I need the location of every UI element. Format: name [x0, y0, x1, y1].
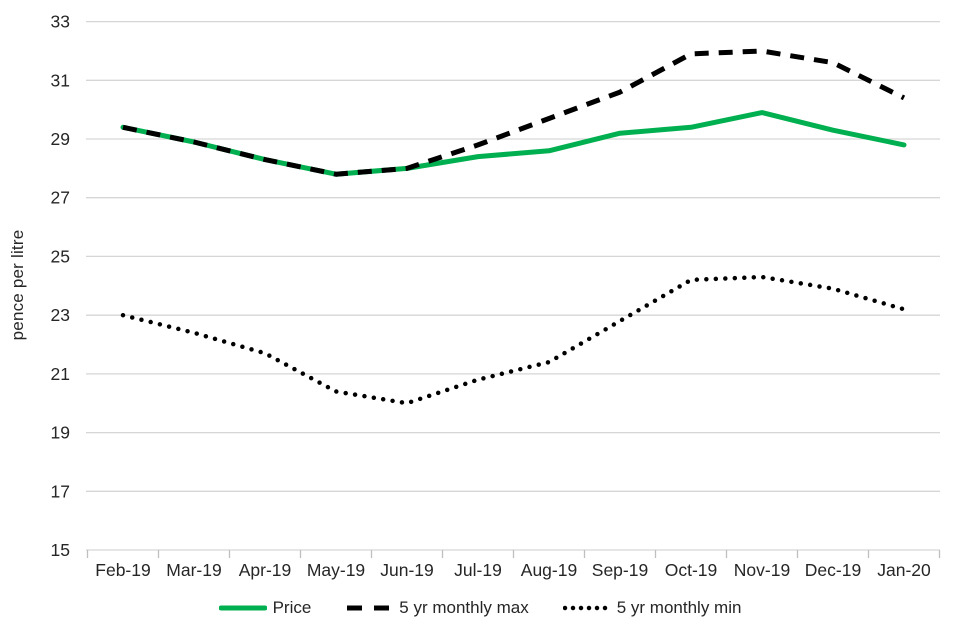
legend-min-swatch	[562, 605, 611, 611]
y-tick-label: 17	[51, 481, 70, 501]
y-tick-label: 33	[51, 12, 70, 32]
legend-item-min: 5 yr monthly min	[562, 598, 742, 618]
x-tick-label: Mar-19	[166, 560, 221, 580]
price-line	[120, 110, 907, 177]
y-tick-label: 15	[51, 540, 70, 560]
x-tick-label: Dec-19	[805, 560, 861, 580]
legend-item-price: Price	[218, 598, 312, 618]
x-tick-label: Jun-19	[380, 560, 434, 580]
legend-item-max: 5 yr monthly max	[345, 598, 529, 618]
y-tick-label: 25	[51, 246, 70, 266]
min-line	[120, 274, 907, 406]
x-tick-label: Feb-19	[95, 560, 150, 580]
legend-label-price: Price	[272, 598, 312, 617]
y-tick-label: 27	[51, 188, 70, 208]
y-tick-label: 29	[51, 129, 70, 149]
y-axis-title: pence per litre	[8, 229, 27, 341]
legend-price-swatch	[218, 605, 267, 611]
x-tick-label: Sep-19	[592, 560, 648, 580]
x-tick-label: May-19	[307, 560, 365, 580]
y-tick-label: 31	[51, 70, 70, 90]
y-tick-label: 19	[51, 423, 70, 443]
legend-label-min: 5 yr monthly min	[616, 598, 742, 617]
legend-max-swatch	[347, 605, 392, 611]
x-tick-label: Nov-19	[734, 560, 790, 580]
y-tick-label: 21	[51, 364, 70, 384]
legend: Price 5 yr monthly max 5 yr monthly min	[0, 598, 960, 618]
x-tick-label: Apr-19	[239, 560, 292, 580]
x-tick-label: Aug-19	[521, 560, 577, 580]
legend-label-max: 5 yr monthly max	[399, 598, 529, 617]
x-tick-label: Oct-19	[665, 560, 718, 580]
x-tick-label: Jan-20	[877, 560, 931, 580]
y-tick-label: 23	[51, 305, 70, 325]
x-tick-label: Jul-19	[454, 560, 502, 580]
max-line	[122, 48, 906, 177]
